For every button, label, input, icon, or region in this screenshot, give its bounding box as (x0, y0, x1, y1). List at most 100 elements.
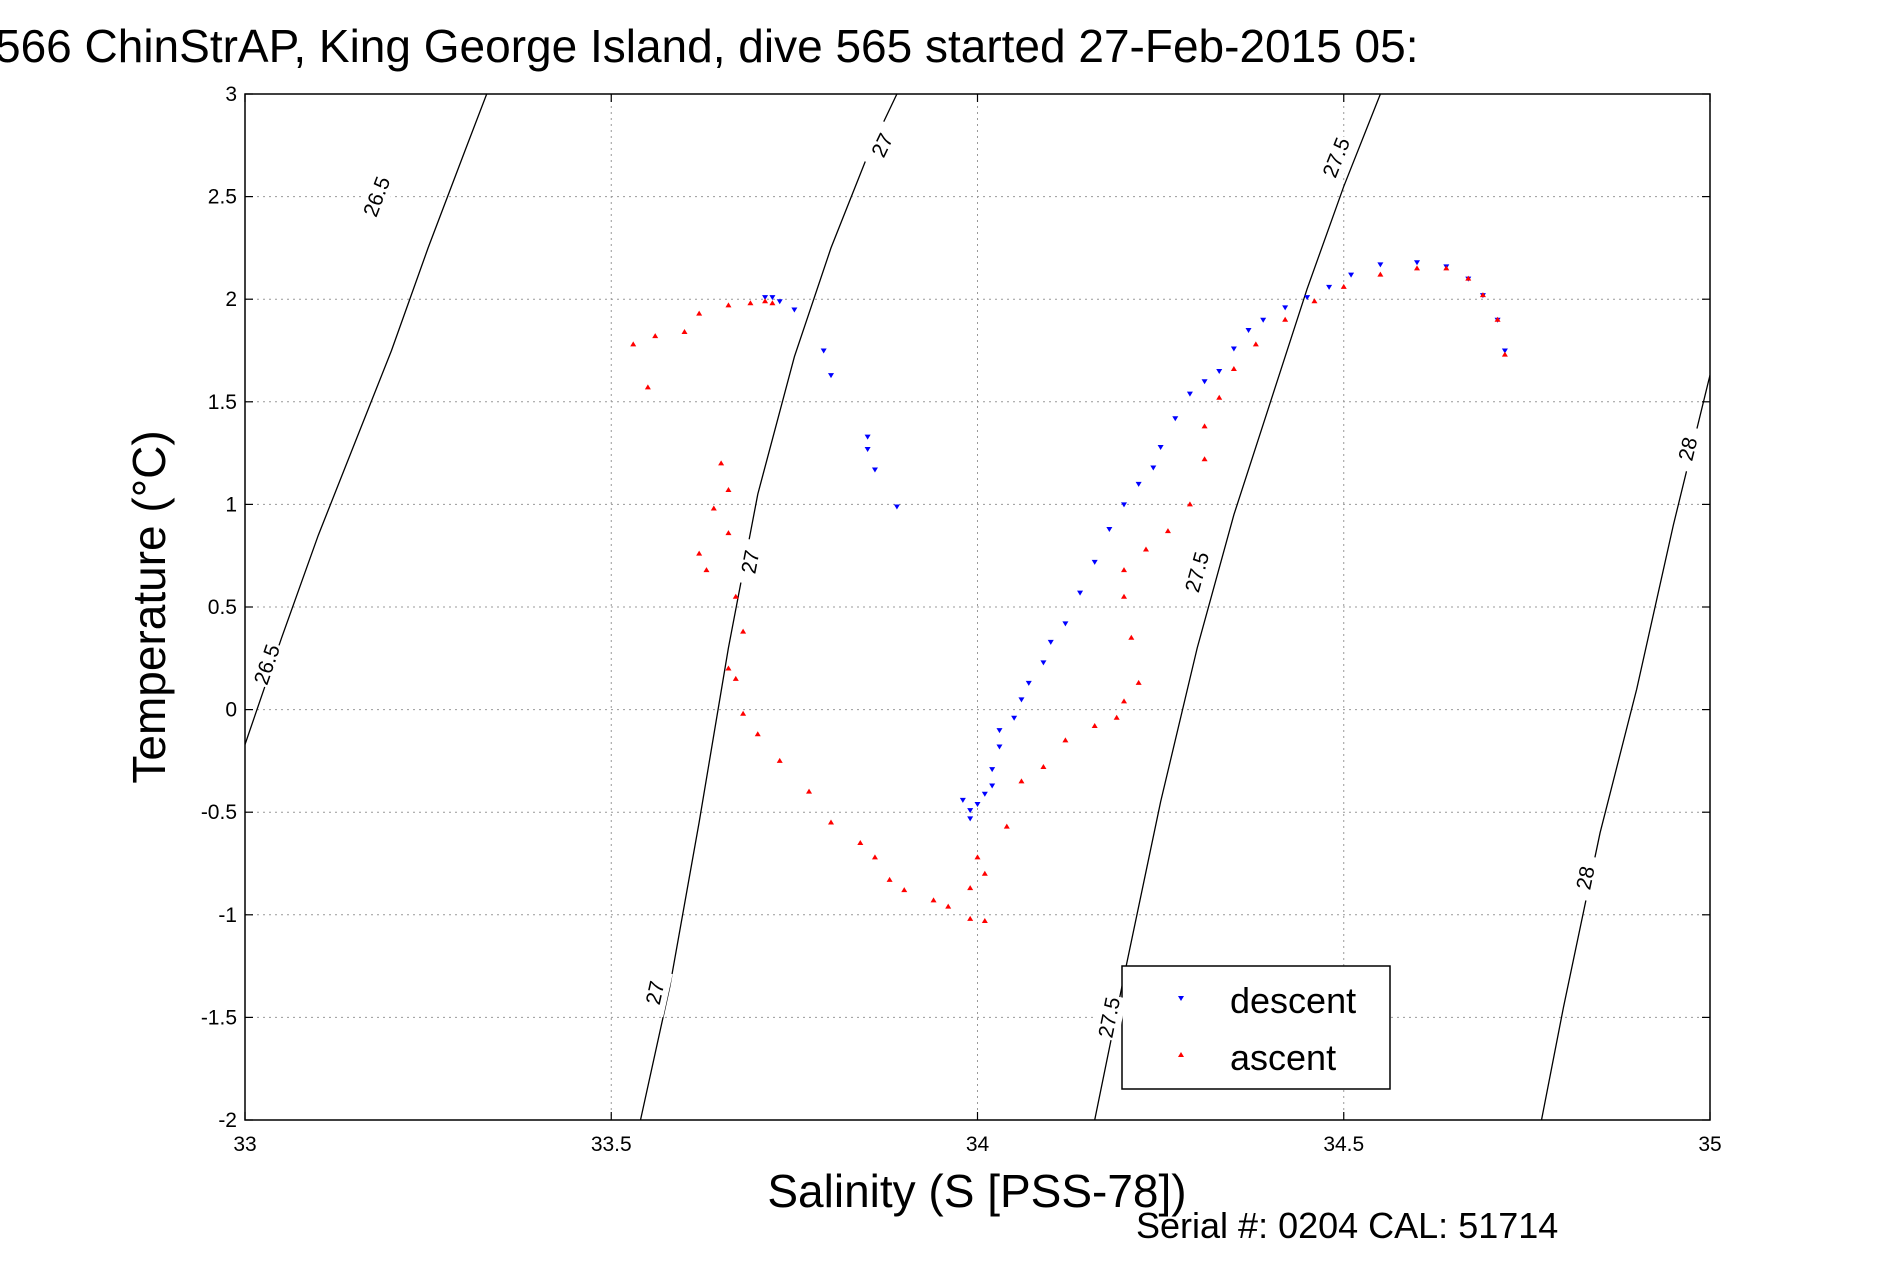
descent-point (1414, 260, 1420, 266)
ascent-point (1501, 351, 1508, 357)
descent-point (989, 783, 996, 789)
contour-line (639, 94, 898, 1120)
ascent-point (1201, 456, 1208, 462)
descent-point (1501, 348, 1508, 354)
data-points (630, 260, 1508, 923)
contour-label: 27 (642, 979, 669, 1007)
contour-label-group: 27 (637, 968, 673, 1018)
density-contours (245, 94, 1710, 1120)
ascent-point (652, 333, 659, 339)
descent-point (1091, 559, 1098, 565)
chart-title: 566 ChinStrAP, King George Island, dive … (0, 20, 1419, 72)
descent-point (762, 295, 769, 301)
contour-label-bg (637, 968, 673, 1018)
y-tick-label: 2 (225, 288, 237, 311)
ascent-point (681, 329, 688, 335)
y-tick-label: 0.5 (208, 596, 237, 619)
descent-point (1230, 346, 1237, 352)
contour-label-group: 28 (1670, 424, 1706, 474)
ascent-point (1121, 593, 1127, 599)
descent-point (1304, 295, 1311, 301)
ascent-point (747, 300, 754, 306)
x-tick-label: 33 (233, 1133, 256, 1156)
descent-point (776, 299, 783, 305)
ascent-point (886, 876, 893, 882)
x-axis-label: Salinity (S [PSS-78]) (767, 1165, 1186, 1217)
ascent-point (1113, 714, 1120, 720)
x-tick-label: 34.5 (1323, 1133, 1364, 1156)
descent-point (1135, 481, 1142, 487)
legend-ascent-marker (1178, 1052, 1184, 1057)
contour-label: 27.5 (1181, 549, 1214, 595)
ascent-point (1040, 764, 1047, 770)
descent-point (967, 808, 974, 814)
descent-point (791, 307, 798, 313)
legend-ascent-label: ascent (1230, 1037, 1336, 1078)
ascent-point (762, 298, 769, 304)
descent-point (1150, 465, 1157, 471)
descent-point (864, 434, 871, 440)
y-tick-label: 3 (225, 83, 237, 106)
series-descent (762, 260, 1508, 822)
ascent-point (1018, 778, 1025, 784)
ascent-point (1121, 567, 1127, 573)
ascent-point (1121, 698, 1127, 704)
descent-point (1040, 660, 1047, 666)
descent-point (1186, 391, 1193, 397)
descent-point (1172, 416, 1179, 422)
descent-point (1025, 680, 1032, 686)
ascent-point (1201, 423, 1208, 429)
ascent-point (696, 310, 703, 316)
contour-label: 28 (1675, 435, 1703, 463)
y-tick-label: -0.5 (201, 801, 237, 824)
ascent-point (1311, 298, 1318, 304)
contour-label-bg (861, 119, 904, 171)
contour-label-group: 27 (861, 119, 904, 171)
ascent-point (1465, 275, 1472, 281)
legend-descent-label: descent (1230, 980, 1356, 1021)
y-tick-label: -1.5 (201, 1006, 237, 1029)
contour-label-bg (1092, 993, 1127, 1042)
contour-label-bg (1568, 853, 1603, 903)
descent-point (1062, 621, 1069, 627)
ascent-point (725, 487, 732, 493)
ascent-point (1494, 316, 1501, 322)
ascent-point (776, 757, 783, 763)
contour-line (1540, 374, 1710, 1120)
ascent-point (732, 593, 739, 599)
ascent-point (1282, 316, 1289, 322)
serial-cal-footer: Serial #: 0204 CAL: 51714 (1136, 1205, 1558, 1246)
ascent-point (740, 628, 747, 634)
ascent-point (1003, 823, 1010, 829)
descent-point (974, 801, 981, 807)
contour-label: 28 (1572, 864, 1599, 892)
y-tick-label: 1 (225, 493, 237, 516)
y-tick-label: -1 (218, 904, 237, 927)
y-tick-label: 2.5 (208, 186, 237, 209)
contour-label-group: 27.5 (1178, 547, 1216, 597)
descent-point (996, 728, 1003, 734)
ascent-point (1377, 271, 1384, 277)
ascent-point (740, 710, 747, 716)
descent-point (1018, 697, 1025, 703)
descent-point (1011, 715, 1018, 721)
legend: descent ascent (1121, 965, 1391, 1090)
ascent-point (806, 788, 813, 794)
descent-point (959, 797, 966, 803)
contour-label-bg (1670, 424, 1706, 474)
descent-point (828, 373, 834, 379)
ascent-point (754, 731, 761, 737)
y-tick-label: 0 (225, 699, 237, 722)
ascent-point (710, 505, 717, 511)
y-axis-label: Temperature (°C) (123, 430, 175, 783)
descent-point (1245, 327, 1252, 333)
ascent-point (981, 917, 988, 923)
descent-point (871, 467, 878, 473)
ascent-point (1230, 365, 1237, 371)
ascent-point (1414, 265, 1420, 271)
ascent-point (1252, 341, 1259, 347)
descent-point (1260, 317, 1267, 323)
ascent-point (696, 550, 703, 556)
ascent-point (1142, 546, 1149, 552)
